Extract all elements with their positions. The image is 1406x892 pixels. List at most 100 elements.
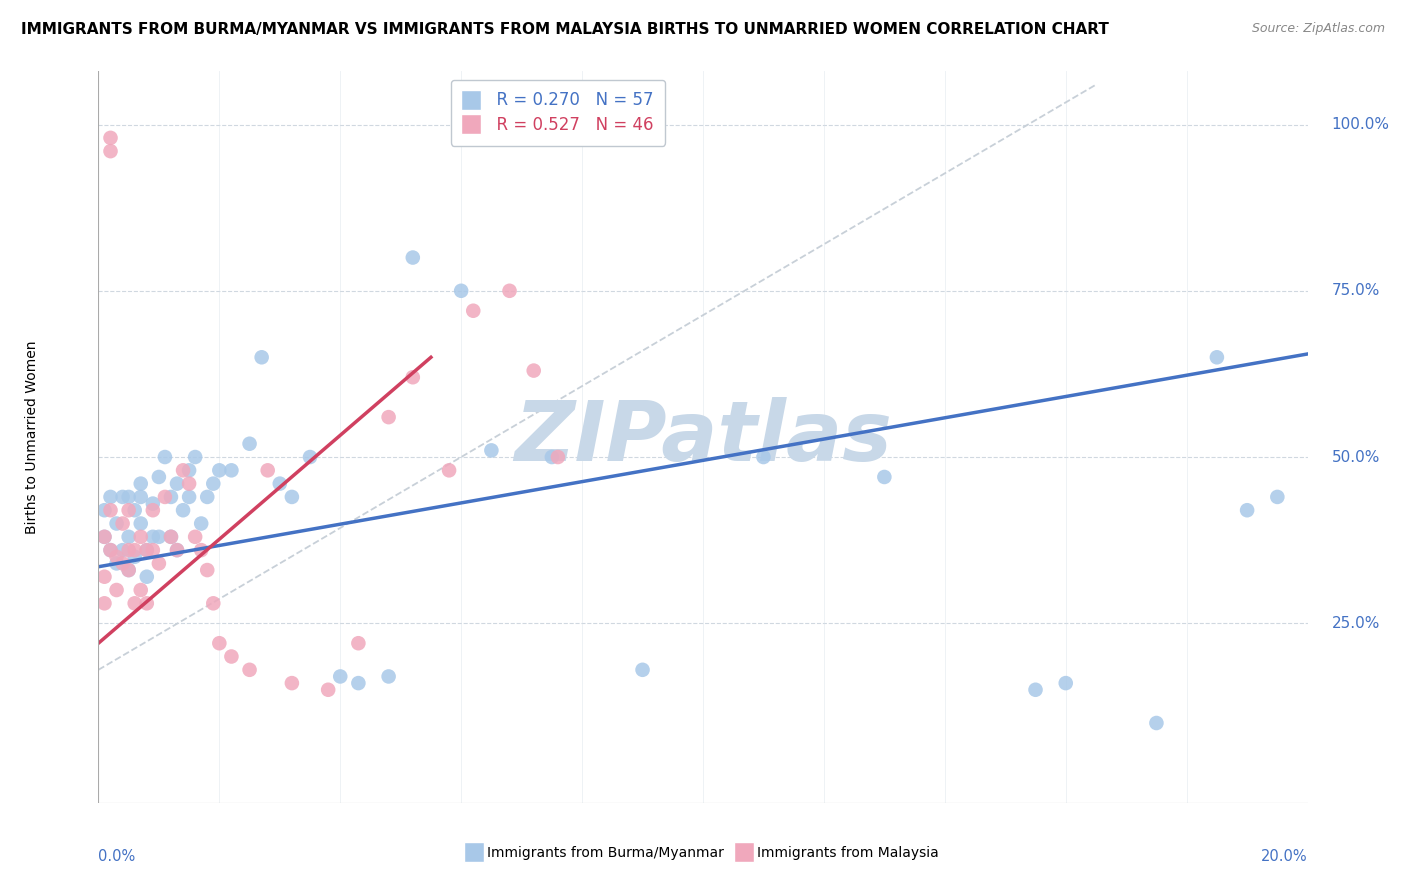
Point [1144, 716, 1167, 731]
Point [148, 530, 170, 544]
Point [1236, 503, 1258, 517]
Point [124, 543, 146, 558]
Point [1206, 351, 1229, 365]
Point [347, 636, 370, 650]
Point [202, 596, 225, 610]
Point [184, 450, 207, 464]
Point [100, 144, 122, 158]
Point [111, 490, 134, 504]
Point [135, 543, 157, 558]
Point [437, 463, 460, 477]
Point [402, 370, 425, 384]
Point [166, 543, 188, 558]
Point [498, 284, 520, 298]
Point [160, 530, 183, 544]
Point [129, 490, 152, 504]
Point [377, 410, 399, 425]
Point [105, 557, 128, 571]
Point [239, 663, 262, 677]
Point [105, 549, 128, 564]
Point [129, 530, 152, 544]
Text: Source: ZipAtlas.com: Source: ZipAtlas.com [1251, 22, 1385, 36]
Text: 25.0%: 25.0% [1331, 615, 1381, 631]
Point [160, 530, 183, 544]
Point [256, 463, 278, 477]
Point [124, 596, 146, 610]
Point [540, 450, 562, 464]
Point [1024, 682, 1046, 697]
Text: IMMIGRANTS FROM BURMA/MYANMAR VS IMMIGRANTS FROM MALAYSIA BIRTHS TO UNMARRIED WO: IMMIGRANTS FROM BURMA/MYANMAR VS IMMIGRA… [21, 22, 1109, 37]
Point [142, 497, 165, 511]
Point [105, 516, 128, 531]
Point [105, 582, 128, 597]
Point [142, 530, 165, 544]
Point [329, 669, 352, 683]
Point [118, 563, 141, 577]
Point [172, 463, 194, 477]
Point [281, 676, 304, 690]
Point [221, 463, 243, 477]
Point [481, 443, 503, 458]
Point [100, 503, 122, 517]
Text: 50.0%: 50.0% [1331, 450, 1381, 465]
Point [202, 476, 225, 491]
Point [1265, 490, 1288, 504]
Text: 100.0%: 100.0% [1331, 117, 1389, 132]
Point [129, 516, 152, 531]
Point [208, 463, 231, 477]
Legend: Immigrants from Burma/Myanmar, Immigrants from Malaysia: Immigrants from Burma/Myanmar, Immigrant… [461, 840, 945, 865]
Point [450, 284, 472, 298]
Text: 20.0%: 20.0% [1261, 849, 1308, 864]
Point [166, 543, 188, 558]
Point [100, 543, 122, 558]
Point [135, 543, 157, 558]
Point [316, 682, 339, 697]
Point [250, 351, 273, 365]
Point [124, 549, 146, 564]
Point [118, 503, 141, 517]
Point [153, 490, 176, 504]
Point [166, 476, 188, 491]
Point [239, 436, 262, 450]
Text: Births to Unmarried Women: Births to Unmarried Women [25, 341, 39, 533]
Point [111, 557, 134, 571]
Point [93, 530, 115, 544]
Point [177, 463, 201, 477]
Point [195, 490, 218, 504]
Point [1054, 676, 1077, 690]
Text: ZIPatlas: ZIPatlas [515, 397, 891, 477]
Point [269, 476, 291, 491]
Point [160, 490, 183, 504]
Point [299, 450, 322, 464]
Point [752, 450, 775, 464]
Point [523, 363, 546, 377]
Point [208, 636, 231, 650]
Point [177, 476, 201, 491]
Point [463, 303, 485, 318]
Point [148, 470, 170, 484]
Point [118, 543, 141, 558]
Point [142, 543, 165, 558]
Point [118, 490, 141, 504]
Point [190, 516, 212, 531]
Point [129, 476, 152, 491]
Point [148, 557, 170, 571]
Point [100, 490, 122, 504]
Point [93, 530, 115, 544]
Point [124, 503, 146, 517]
Point [118, 530, 141, 544]
Point [221, 649, 243, 664]
Point [402, 251, 425, 265]
Point [190, 543, 212, 558]
Point [377, 669, 399, 683]
Text: 0.0%: 0.0% [98, 849, 135, 864]
Point [111, 543, 134, 558]
Point [281, 490, 304, 504]
Point [135, 570, 157, 584]
Text: 75.0%: 75.0% [1331, 284, 1381, 298]
Point [547, 450, 569, 464]
Point [184, 530, 207, 544]
Point [177, 490, 201, 504]
Point [93, 570, 115, 584]
Point [172, 503, 194, 517]
